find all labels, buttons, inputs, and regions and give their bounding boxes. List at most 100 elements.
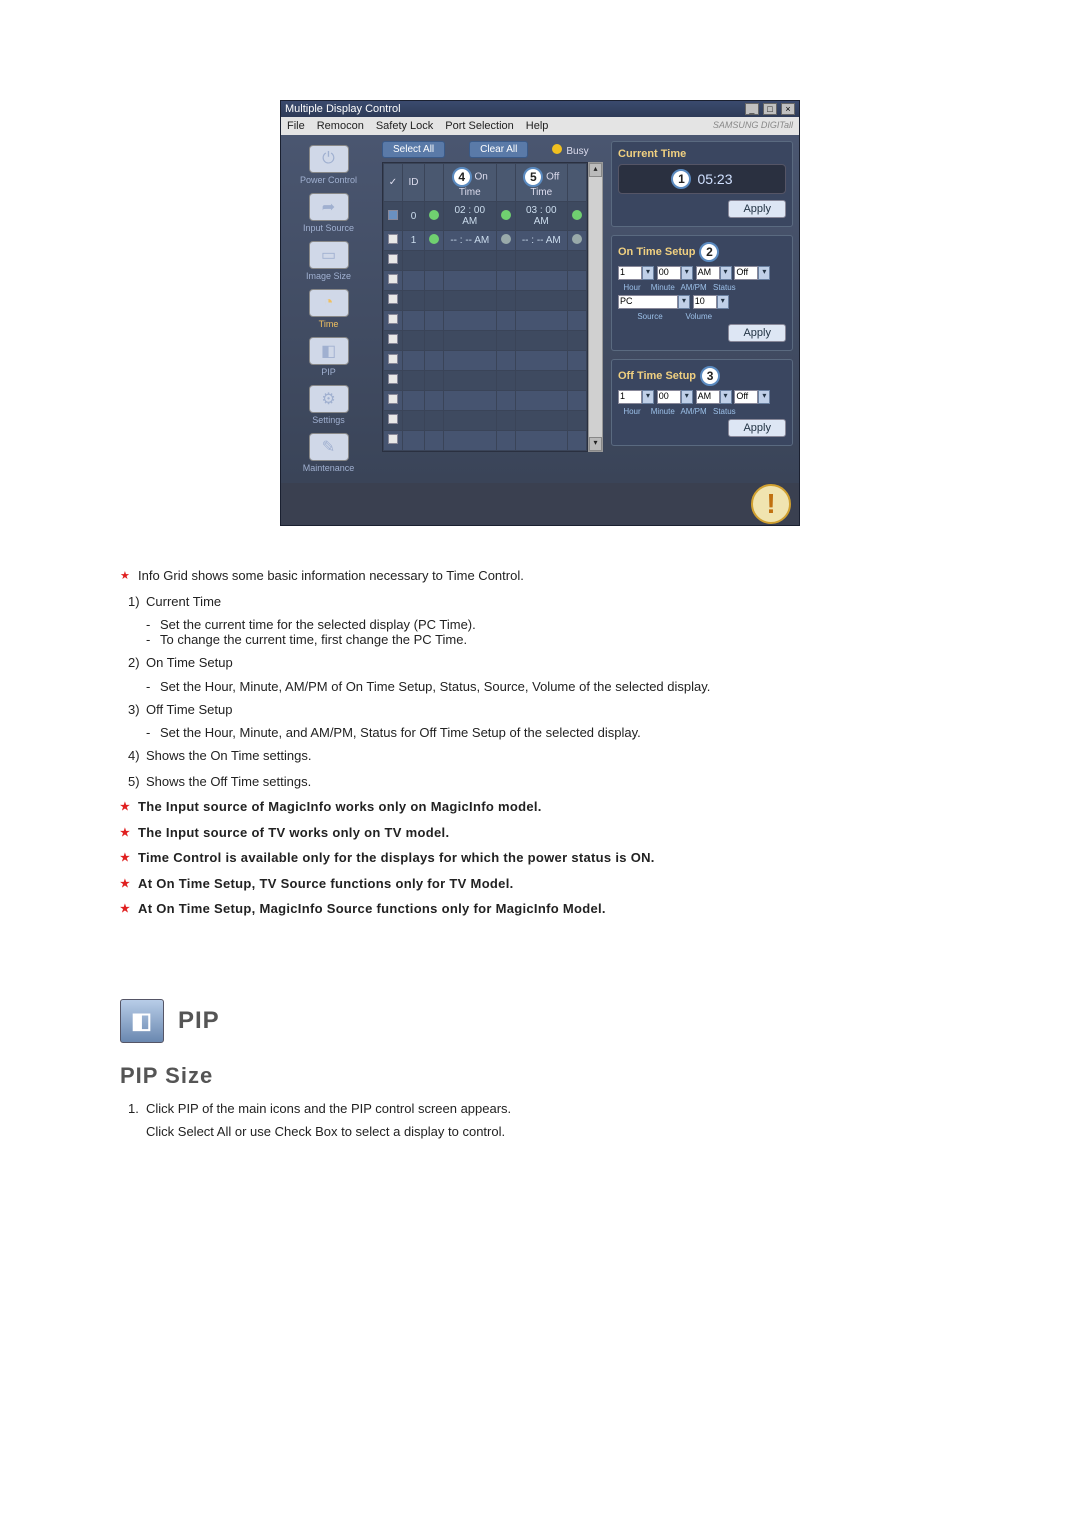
minute-input[interactable]: 00 xyxy=(657,390,681,404)
table-row[interactable] xyxy=(384,371,587,391)
hour-input[interactable]: 1 xyxy=(618,266,642,280)
power-icon: ⏻ xyxy=(309,145,349,173)
dropdown-icon[interactable]: ▾ xyxy=(720,266,732,280)
dropdown-icon[interactable]: ▾ xyxy=(681,266,693,280)
sidebar-item-input-source[interactable]: ➦ Input Source xyxy=(289,191,369,235)
select-all-button[interactable]: Select All xyxy=(382,141,445,158)
row-checkbox[interactable] xyxy=(388,294,398,304)
menu-file[interactable]: File xyxy=(287,120,305,132)
apply-button[interactable]: Apply xyxy=(728,419,786,437)
table-row[interactable]: 1 -- : -- AM -- : -- AM xyxy=(384,231,587,251)
sidebar-item-settings[interactable]: ⚙ Settings xyxy=(289,383,369,427)
menu-port-selection[interactable]: Port Selection xyxy=(445,120,513,132)
status-input[interactable]: Off xyxy=(734,266,758,280)
doc-line: 5)Shows the Off Time settings. xyxy=(120,772,880,792)
off-status-icon xyxy=(572,234,582,244)
image-size-icon: ▭ xyxy=(309,241,349,269)
display-grid: ✓ ID 4 On Time 5 Off Time 0 0 xyxy=(382,162,588,452)
current-time-value: 05:23 xyxy=(697,171,732,187)
off-time-panel: Off Time Setup 3 1▾ 00▾ AM▾ Off▾ Hour Mi… xyxy=(611,359,793,446)
pip-section-icon: ◧ xyxy=(120,999,164,1043)
busy-label: Busy xyxy=(566,146,588,157)
row-id: 1 xyxy=(403,231,425,251)
sidebar-item-image-size[interactable]: ▭ Image Size xyxy=(289,239,369,283)
grid-header-row: ✓ ID 4 On Time 5 Off Time xyxy=(384,164,587,202)
table-row[interactable] xyxy=(384,291,587,311)
doc-line: At On Time Setup, MagicInfo Source funct… xyxy=(120,899,880,919)
source-input[interactable]: PC xyxy=(618,295,678,309)
off-status-icon xyxy=(572,210,582,220)
status-input[interactable]: Off xyxy=(734,390,758,404)
off-time-value: -- : -- AM xyxy=(515,231,567,251)
dropdown-icon[interactable]: ▾ xyxy=(678,295,690,309)
sidebar-item-time[interactable]: ◔ Time xyxy=(289,287,369,331)
minute-input[interactable]: 00 xyxy=(657,266,681,280)
dropdown-icon[interactable]: ▾ xyxy=(720,390,732,404)
row-checkbox[interactable] xyxy=(388,210,398,220)
hour-input[interactable]: 1 xyxy=(618,390,642,404)
titlebar: Multiple Display Control _ □ × xyxy=(281,101,799,117)
row-checkbox[interactable] xyxy=(388,274,398,284)
row-checkbox[interactable] xyxy=(388,334,398,344)
power-status-icon xyxy=(429,210,439,220)
table-row[interactable] xyxy=(384,411,587,431)
scrollbar[interactable]: ▴ ▾ xyxy=(588,162,603,452)
sidebar-item-maintenance[interactable]: ✎ Maintenance xyxy=(289,431,369,475)
maximize-button[interactable]: □ xyxy=(763,103,777,115)
minimize-button[interactable]: _ xyxy=(745,103,759,115)
row-checkbox[interactable] xyxy=(388,414,398,424)
on-time-value: -- : -- AM xyxy=(444,231,497,251)
sidebar-item-label: Input Source xyxy=(289,223,369,233)
dropdown-icon[interactable]: ▾ xyxy=(642,390,654,404)
sidebar-item-power-control[interactable]: ⏻ Power Control xyxy=(289,143,369,187)
current-time-panel: Current Time 1 05:23 Apply xyxy=(611,141,793,227)
volume-input[interactable]: 10 xyxy=(693,295,717,309)
row-checkbox[interactable] xyxy=(388,234,398,244)
dropdown-icon[interactable]: ▾ xyxy=(642,266,654,280)
off-time-value: 03 : 00 AM xyxy=(515,202,567,231)
pip-icon: ◧ xyxy=(309,337,349,365)
row-checkbox[interactable] xyxy=(388,354,398,364)
dropdown-icon[interactable]: ▾ xyxy=(758,266,770,280)
ampm-input[interactable]: AM xyxy=(696,390,720,404)
sidebar-item-pip[interactable]: ◧ PIP xyxy=(289,335,369,379)
row-checkbox[interactable] xyxy=(388,394,398,404)
current-time-display: 1 05:23 xyxy=(618,164,786,194)
row-checkbox[interactable] xyxy=(388,374,398,384)
menu-safety-lock[interactable]: Safety Lock xyxy=(376,120,433,132)
ampm-input[interactable]: AM xyxy=(696,266,720,280)
on-status-icon xyxy=(501,210,511,220)
row-checkbox[interactable] xyxy=(388,434,398,444)
scroll-up-icon[interactable]: ▴ xyxy=(589,163,602,177)
table-row[interactable] xyxy=(384,391,587,411)
row-checkbox[interactable] xyxy=(388,314,398,324)
table-row[interactable]: 0 02 : 00 AM 03 : 00 AM xyxy=(384,202,587,231)
row-checkbox[interactable] xyxy=(388,254,398,264)
on-time-value: 02 : 00 AM xyxy=(444,202,497,231)
dropdown-icon[interactable]: ▾ xyxy=(717,295,729,309)
table-row[interactable] xyxy=(384,331,587,351)
table-row[interactable] xyxy=(384,251,587,271)
footer-bar: ! xyxy=(281,483,799,525)
table-row[interactable] xyxy=(384,311,587,331)
clear-all-button[interactable]: Clear All xyxy=(469,141,528,158)
apply-button[interactable]: Apply xyxy=(728,324,786,342)
close-button[interactable]: × xyxy=(781,103,795,115)
table-row[interactable] xyxy=(384,431,587,451)
doc-line: 2)On Time Setup xyxy=(120,653,880,673)
table-row[interactable] xyxy=(384,351,587,371)
menu-remocon[interactable]: Remocon xyxy=(317,120,364,132)
time-control-panel: Current Time 1 05:23 Apply On Time Setup… xyxy=(609,135,799,483)
doc-line: Time Control is available only for the d… xyxy=(120,848,880,868)
apply-button[interactable]: Apply xyxy=(728,200,786,218)
dropdown-icon[interactable]: ▾ xyxy=(758,390,770,404)
menu-help[interactable]: Help xyxy=(526,120,549,132)
brand-label: SAMSUNG DIGITall xyxy=(713,120,793,130)
warning-icon: ! xyxy=(751,484,791,524)
doc-line: The Input source of MagicInfo works only… xyxy=(120,797,880,817)
table-row[interactable] xyxy=(384,271,587,291)
center-panel: Select All Clear All Busy ✓ ID 4 On Time… xyxy=(376,135,609,483)
on-time-panel: On Time Setup 2 1▾ 00▾ AM▾ Off▾ Hour Min… xyxy=(611,235,793,351)
dropdown-icon[interactable]: ▾ xyxy=(681,390,693,404)
scroll-down-icon[interactable]: ▾ xyxy=(589,437,602,451)
